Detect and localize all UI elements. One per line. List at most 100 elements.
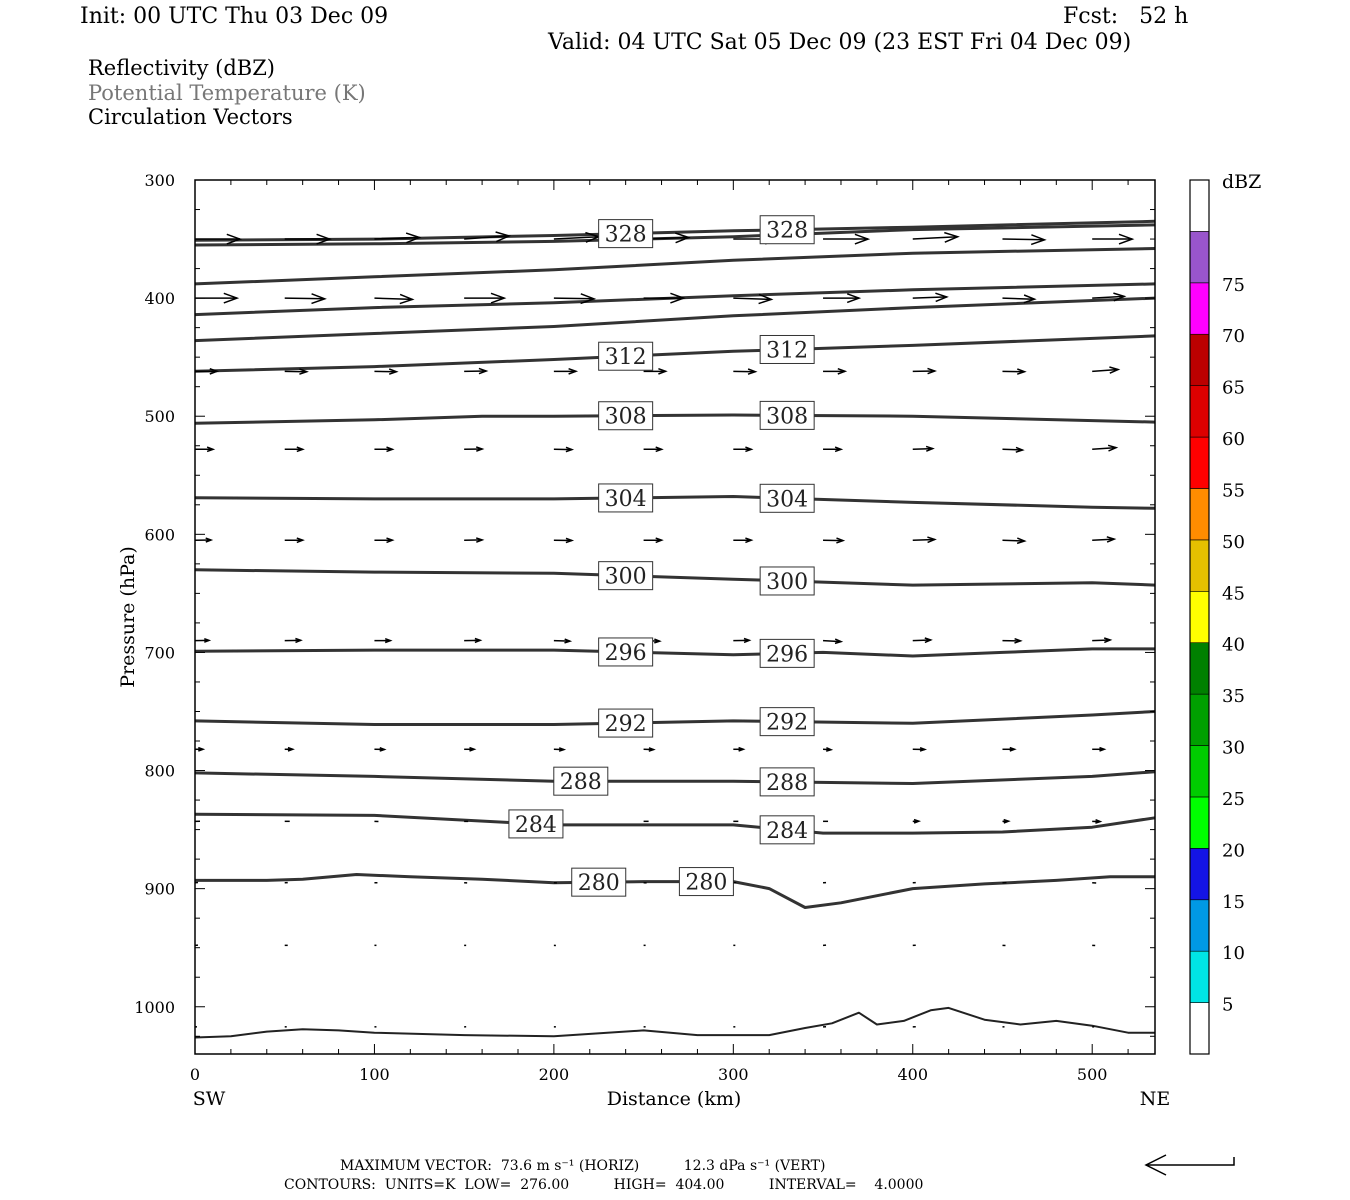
contour-label-box	[759, 815, 815, 845]
circulation-vector	[553, 638, 573, 644]
vector-head	[1030, 234, 1047, 246]
circulation-vector	[823, 537, 846, 544]
theta-contour-296	[194, 647, 1155, 658]
circulation-vector	[822, 638, 844, 645]
circulation-vector	[284, 368, 309, 375]
init-time: Init: 00 UTC Thu 03 Dec 09	[80, 4, 389, 29]
circulation-vector	[1002, 637, 1023, 644]
vector-head	[825, 747, 834, 752]
contour-label-box	[598, 219, 654, 249]
x-tick-label: 0	[190, 1065, 200, 1084]
colorbar-segment	[1189, 488, 1210, 541]
y-axis-label: Pressure (hPa)	[117, 546, 139, 688]
vector-head	[745, 537, 754, 544]
x-tick-label: 400	[897, 1065, 928, 1084]
contour-label-box	[759, 483, 815, 513]
vector-head	[927, 367, 937, 375]
colorbar-segment	[1189, 179, 1210, 232]
colorbar-segment	[1189, 282, 1210, 335]
vector-shaft	[822, 639, 842, 643]
vector-shaft	[464, 235, 510, 240]
vector-head	[564, 638, 573, 644]
theta-contour-316	[194, 296, 1156, 343]
vector-head	[745, 446, 754, 453]
circulation-vector	[194, 537, 214, 543]
contour-label-box	[759, 638, 815, 668]
y-tick-label: 500	[144, 407, 175, 426]
vector-head	[475, 446, 485, 452]
circulation-vector	[1092, 819, 1103, 824]
plot-area	[195, 180, 1155, 1054]
circulation-vector	[374, 293, 415, 305]
circulation-vector	[284, 233, 332, 245]
vector-shaft	[1002, 539, 1025, 542]
vector-head	[386, 537, 395, 544]
vector-head	[405, 232, 422, 244]
vector-head	[299, 368, 309, 375]
vector-head	[478, 367, 489, 375]
vector-head	[924, 637, 933, 644]
vector-head	[205, 537, 214, 543]
contour-label-box	[759, 400, 815, 430]
vector-head	[474, 637, 483, 644]
circulation-vector	[912, 536, 937, 544]
vector-shaft	[1002, 297, 1035, 300]
vector-head	[204, 637, 212, 643]
contour-label-308: 308	[766, 404, 808, 429]
circulation-vector	[374, 232, 422, 244]
circulation-vector	[1002, 294, 1037, 304]
circulation-vector	[643, 367, 668, 375]
theta-contours	[194, 219, 1156, 909]
vector-head	[1113, 292, 1127, 302]
vector-shaft	[1002, 238, 1045, 241]
theta-contour-324	[194, 247, 1156, 286]
circulation-vector	[643, 292, 686, 304]
circulation-vector	[733, 537, 754, 544]
colorbar-segment	[1189, 693, 1210, 746]
max-vector-note: MAXIMUM VECTOR: 73.6 m s⁻¹ (HORIZ) 12.3 …	[340, 1158, 826, 1174]
vector-head	[388, 368, 399, 375]
circulation-vector	[464, 746, 477, 752]
contour-label-box	[598, 708, 654, 738]
vector-shaft	[1092, 538, 1115, 541]
vector-head	[1109, 366, 1121, 374]
circulation-vector	[1092, 536, 1117, 543]
contour-label-288: 288	[560, 770, 602, 795]
vector-head	[837, 367, 848, 375]
colorbar-label: 5	[1222, 995, 1233, 1016]
terrain-profile	[194, 1006, 1155, 1039]
vector-head	[834, 638, 844, 645]
circulation-vector	[284, 746, 295, 752]
circulation-vector	[1002, 234, 1047, 246]
vector-head	[1103, 637, 1113, 644]
vector-head	[1009, 746, 1017, 752]
vector-head	[654, 638, 662, 644]
theta-contour-308	[194, 413, 1156, 425]
vector-head	[558, 747, 567, 752]
circulation-vector	[822, 747, 834, 752]
colorbar-segment	[1189, 745, 1210, 798]
circulation-vector	[284, 446, 305, 453]
theta-contour-292	[194, 710, 1156, 726]
contour-label-296: 296	[766, 642, 808, 667]
circulation-vector	[195, 746, 206, 752]
circulation-vector	[553, 747, 567, 752]
circulation-vector	[1092, 746, 1107, 752]
vector-head	[223, 292, 240, 304]
contour-label-300: 300	[605, 565, 647, 590]
contour-label-box	[598, 483, 654, 513]
circulation-vector	[1092, 366, 1121, 374]
reference-vector-icon	[1144, 1154, 1235, 1176]
vector-head	[658, 367, 668, 375]
y-tick-label: 700	[144, 643, 175, 662]
colorbar-segment	[1189, 1002, 1210, 1055]
vector-head	[834, 446, 844, 453]
vector-shaft	[1092, 639, 1111, 642]
vector-head	[209, 367, 220, 375]
vector-head	[1099, 746, 1107, 752]
circulation-vector	[733, 293, 774, 305]
contour-label-box	[553, 766, 609, 796]
contour-label-box	[759, 215, 815, 245]
colorbar-label: 20	[1222, 840, 1245, 861]
